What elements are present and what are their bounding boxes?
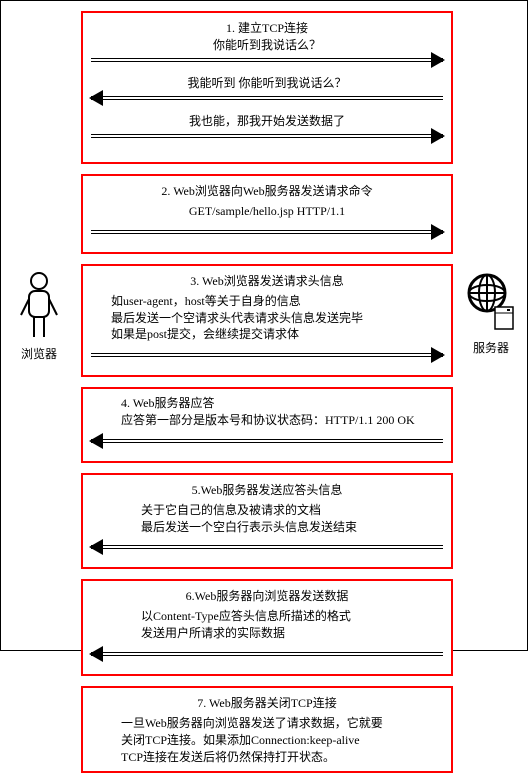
arrow-line [91, 439, 443, 443]
panel7-l1: 一旦Web服务器向浏览器发送了请求数据，它就要 [121, 715, 443, 732]
panel3-title: 3. Web浏览器发送请求头信息 [91, 272, 443, 289]
panel5-l1: 关于它自己的信息及被请求的文档 [141, 502, 443, 519]
panel4-body: 4. Web服务器应答 应答第一部分是版本号和协议状态码：HTTP/1.1 20… [91, 395, 443, 429]
panels-column: 1. 建立TCP连接 你能听到我说话么？ 我能听到 你能听到我说话么？ 我也能，… [81, 11, 453, 773]
globe-icon [465, 271, 517, 335]
arrow-head-right-icon [431, 224, 445, 240]
arrow-right [91, 222, 443, 240]
panel7-l3: TCP连接在发送后将仍然保持打开状态。 [121, 749, 443, 766]
panel-request-command: 2. Web浏览器向Web服务器发送请求命令 GET/sample/hello.… [81, 174, 453, 254]
arrow-left [91, 644, 443, 662]
panel6-l1: 以Content-Type应答头信息所描述的格式 [141, 608, 443, 625]
panel-close-tcp: 7. Web服务器关闭TCP连接 一旦Web服务器向浏览器发送了请求数据，它就要… [81, 686, 453, 773]
arrow-line [91, 652, 443, 656]
panel5-title: 5.Web服务器发送应答头信息 [91, 481, 443, 498]
actor-server: 服务器 [461, 271, 521, 356]
arrow-head-right-icon [431, 128, 445, 144]
server-label: 服务器 [461, 339, 521, 356]
panel6-body: 以Content-Type应答头信息所描述的格式 发送用户所请求的实际数据 [91, 608, 443, 642]
arrow-head-right-icon [431, 52, 445, 68]
arrow-head-left-icon [89, 539, 103, 555]
panel6-title: 6.Web服务器向浏览器发送数据 [91, 587, 443, 604]
msg3-right: 我也能，那我开始发送数据了 [91, 126, 443, 146]
panel3-l3: 如果是post提交，会继续提交请求体 [111, 326, 443, 343]
panel3-body: 如user-agent，host等关于自身的信息 最后发送一个空请求头代表请求头… [91, 293, 443, 343]
arrow-line [91, 96, 443, 100]
arrow-left [91, 537, 443, 555]
panel-server-response: 4. Web服务器应答 应答第一部分是版本号和协议状态码：HTTP/1.1 20… [81, 387, 453, 463]
panel5-body: 关于它自己的信息及被请求的文档 最后发送一个空白行表示头信息发送结束 [91, 502, 443, 536]
arrow-line [91, 134, 443, 138]
panel5-l2: 最后发送一个空白行表示头信息发送结束 [141, 519, 443, 536]
panel-send-data: 6.Web服务器向浏览器发送数据 以Content-Type应答头信息所描述的格… [81, 579, 453, 676]
arrow-head-left-icon [89, 433, 103, 449]
panel7-l2: 关闭TCP连接。如果添加Connection:keep-alive [121, 732, 443, 749]
panel-response-headers: 5.Web服务器发送应答头信息 关于它自己的信息及被请求的文档 最后发送一个空白… [81, 473, 453, 570]
msg2-label: 我能听到 你能听到我说话么？ [91, 74, 443, 91]
panel-tcp-establish: 1. 建立TCP连接 你能听到我说话么？ 我能听到 你能听到我说话么？ 我也能，… [81, 11, 453, 164]
arrow-line [91, 545, 443, 549]
arrow-line [91, 58, 443, 62]
arrow-head-left-icon [89, 90, 103, 106]
msg2-left: 我能听到 你能听到我说话么？ [91, 88, 443, 108]
arrow-line [91, 353, 443, 357]
panel4-title: 4. Web服务器应答 [121, 395, 443, 412]
arrow-line [91, 230, 443, 234]
arrow-right [91, 345, 443, 363]
actor-browser: 浏览器 [9, 271, 69, 362]
panel2-line1: GET/sample/hello.jsp HTTP/1.1 [91, 203, 443, 220]
panel3-l2: 最后发送一个空请求头代表请求头信息发送完毕 [111, 310, 443, 327]
msg3-label: 我也能，那我开始发送数据了 [91, 112, 443, 129]
arrow-left [91, 431, 443, 449]
panel-request-headers: 3. Web浏览器发送请求头信息 如user-agent，host等关于自身的信… [81, 264, 453, 377]
panel4-l1: 应答第一部分是版本号和协议状态码：HTTP/1.1 200 OK [121, 412, 443, 429]
panel7-title: 7. Web服务器关闭TCP连接 [91, 694, 443, 711]
person-icon [17, 271, 61, 341]
arrow-head-right-icon [431, 347, 445, 363]
diagram-canvas: 浏览器 服务器 1. 建立TCP连接 你能听到我说话么？ 我能听到 你能听到 [0, 0, 528, 651]
msg1-right: 你能听到我说话么？ [91, 50, 443, 70]
panel1-title: 1. 建立TCP连接 [91, 19, 443, 36]
panel6-l2: 发送用户所请求的实际数据 [141, 625, 443, 642]
browser-label: 浏览器 [9, 345, 69, 362]
panel3-l1: 如user-agent，host等关于自身的信息 [111, 293, 443, 310]
panel7-body: 一旦Web服务器向浏览器发送了请求数据，它就要 关闭TCP连接。如果添加Conn… [91, 715, 443, 765]
msg1-label: 你能听到我说话么？ [91, 36, 443, 53]
panel2-title: 2. Web浏览器向Web服务器发送请求命令 [91, 182, 443, 199]
arrow-head-left-icon [89, 646, 103, 662]
